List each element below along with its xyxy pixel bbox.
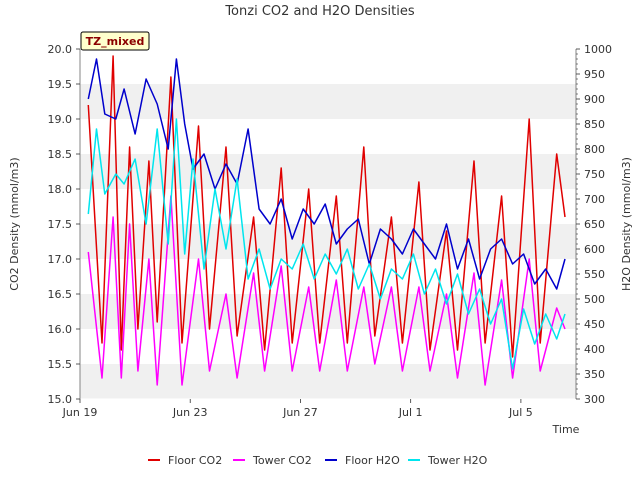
- y-left-tick-label: 15.5: [48, 358, 73, 371]
- x-axis: Jun 19 Jun 23 Jun 27 Jul 1 Jul 5: [62, 399, 533, 419]
- y-right-tick-label: 400: [584, 343, 605, 356]
- legend-label: Floor CO2: [168, 454, 222, 467]
- y-right-tick-label: 900: [584, 93, 605, 106]
- y-left-tick-label: 19.5: [48, 78, 73, 91]
- y-right-tick-label: 300: [584, 393, 605, 406]
- y-right-tick-label: 850: [584, 118, 605, 131]
- badge: TZ_mixed: [80, 31, 150, 51]
- y-right-tick-label: 600: [584, 243, 605, 256]
- legend-label: Floor H2O: [345, 454, 400, 467]
- legend: Floor CO2 Tower CO2 Floor H2O Tower H2O: [148, 454, 488, 467]
- background-band: [80, 364, 576, 399]
- y-axis-right: 300 350 400 450 500 550 600 650 700 750 800 850 900 9…: [576, 43, 612, 406]
- y-left-tick-label: 18.0: [48, 183, 73, 196]
- series-line-tower-co2: [87, 195, 566, 386]
- y-right-tick-label: 450: [584, 318, 605, 331]
- x-tick-label: Jun 23: [172, 406, 208, 419]
- y-axis-right-label: H2O Density (mmol/m3): [620, 157, 633, 291]
- y-right-tick-label: 500: [584, 293, 605, 306]
- y-right-tick-label: 950: [584, 68, 605, 81]
- legend-label: Tower H2O: [427, 454, 488, 467]
- y-left-tick-label: 16.5: [48, 288, 73, 301]
- x-tick-label: Jun 27: [282, 406, 318, 419]
- y-right-tick-label: 650: [584, 218, 605, 231]
- x-axis-label: Time: [552, 423, 580, 436]
- y-left-tick-label: 19.0: [48, 113, 73, 126]
- badge-text: TZ_mixed: [86, 35, 145, 48]
- x-tick-label: Jul 5: [508, 406, 533, 419]
- y-left-tick-label: 17.0: [48, 253, 73, 266]
- series-layer: [87, 55, 566, 386]
- y-right-tick-label: 550: [584, 268, 605, 281]
- y-left-tick-label: 16.0: [48, 323, 73, 336]
- y-right-tick-label: 700: [584, 193, 605, 206]
- y-left-tick-label: 17.5: [48, 218, 73, 231]
- y-left-tick-label: 20.0: [48, 43, 73, 56]
- y-axis-left-label: CO2 Density (mmol/m3): [8, 157, 21, 290]
- y-right-tick-label: 350: [584, 368, 605, 381]
- y-axis-left: 15.0 15.5 16.0 16.5 17.0 17.5 18.0 18.5 19.0 19.5…: [48, 43, 80, 406]
- y-right-tick-label: 1000: [584, 43, 612, 56]
- series-line-tower-h2o: [87, 118, 566, 370]
- y-left-tick-label: 18.5: [48, 148, 73, 161]
- y-left-tick-label: 15.0: [48, 393, 73, 406]
- legend-label: Tower CO2: [252, 454, 312, 467]
- y-right-tick-label: 750: [584, 168, 605, 181]
- x-tick-label: Jul 1: [398, 406, 423, 419]
- background-band: [80, 49, 576, 84]
- series-line-floor-h2o: [87, 58, 566, 290]
- x-tick-label: Jun 19: [62, 406, 98, 419]
- background-band: [80, 84, 576, 119]
- chart-title: Tonzi CO2 and H2O Densities: [224, 4, 415, 19]
- y-right-tick-label: 800: [584, 143, 605, 156]
